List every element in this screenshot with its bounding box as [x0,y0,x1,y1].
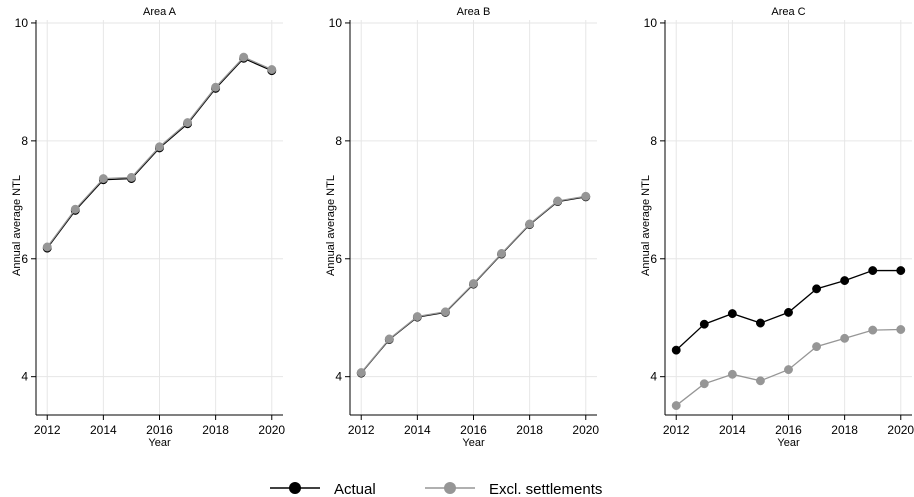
data-point-excl [239,52,249,62]
data-point-actual [727,309,737,319]
data-point-excl [671,401,681,411]
chart-panels: 4 6 8 10 2012 2014 2016 2018 2020 Area A Year Annua… [11,6,914,449]
data-point-excl [155,142,164,152]
x-tick-label: 2018 [831,423,858,437]
data-point-excl [440,307,450,317]
x-tick-label: 2016 [146,423,173,437]
data-point-excl [70,204,80,214]
x-tick-label: 2020 [887,423,914,437]
data-point-excl [784,365,793,375]
data-point-excl [183,118,193,128]
data-point-excl [812,342,822,352]
data-point-excl [267,65,277,74]
x-tick-label: 2012 [663,423,690,437]
y-tick-label: 4 [650,370,657,384]
y-tick-label: 10 [329,16,343,30]
panel-1: 4 6 8 10 2012 2014 2016 2018 2020 Area A Year Annua… [11,6,285,449]
x-tick-label: 2018 [202,423,229,437]
data-point-excl [497,249,507,258]
x-tick-label: 2012 [34,423,61,437]
y-axis-label: Annual average NTL [325,175,337,276]
chart-legend: Actual Excl. settlements [270,481,602,497]
y-axis-label: Annual average NTL [640,175,652,276]
data-point-actual [671,345,681,355]
data-point-excl [211,82,221,92]
data-point-excl [42,242,52,252]
x-tick-label: 2014 [719,423,746,437]
data-point-excl [553,196,563,206]
data-point-excl [581,191,591,201]
x-tick-label: 2014 [404,423,431,437]
data-point-excl [126,172,136,182]
data-point-actual [699,319,709,329]
data-point-actual [755,318,765,328]
data-point-excl [525,219,535,229]
y-tick-label: 6 [21,252,28,266]
legend-swatch-marker [444,482,456,494]
x-tick-label: 2020 [258,423,285,437]
legend-swatch-marker [289,482,301,494]
x-tick-label: 2018 [516,423,543,437]
x-tick-label: 2012 [348,423,375,437]
x-tick-label: 2016 [775,423,802,437]
data-point-actual [896,266,906,276]
x-axis-label: Year [462,437,485,449]
data-point-actual [868,266,878,276]
legend-item-actual: Actual [270,481,376,497]
panel-title: Area C [771,6,805,18]
data-point-excl [755,376,765,386]
data-point-excl [699,379,709,389]
y-tick-label: 8 [335,134,342,148]
data-point-excl [98,174,108,184]
legend-item-excl: Excl. settlements [425,481,602,497]
data-point-actual [784,307,793,317]
x-tick-label: 2020 [572,423,599,437]
y-axis-label: Annual average NTL [11,175,23,276]
y-tick-label: 6 [650,252,657,266]
y-tick-label: 10 [15,16,29,30]
data-point-excl [356,368,366,378]
panel-title: Area B [457,6,491,18]
data-point-excl [840,333,850,343]
data-point-excl [727,369,737,379]
data-point-excl [384,334,394,344]
legend-label: Excl. settlements [489,481,602,497]
panel-title: Area A [143,6,177,18]
y-tick-label: 8 [21,134,28,148]
y-tick-label: 4 [21,370,28,384]
data-point-excl [469,279,478,288]
data-point-excl [412,312,422,321]
x-tick-label: 2016 [460,423,487,437]
panel-3: 4 6 8 10 2012 2014 2016 2018 2020 Area C Year Annua… [640,6,914,449]
y-tick-label: 4 [335,370,342,384]
data-point-excl [896,325,906,334]
data-point-actual [840,276,850,286]
panel-2: 4 6 8 10 2012 2014 2016 2018 2020 Area B Year Annua… [325,6,599,449]
legend-label: Actual [334,481,376,497]
y-tick-label: 8 [650,134,657,148]
x-tick-label: 2014 [90,423,117,437]
x-axis-label: Year [777,437,800,449]
y-tick-label: 6 [335,252,342,266]
y-tick-label: 10 [644,16,658,30]
data-point-actual [812,284,822,294]
x-axis-label: Year [148,437,171,449]
data-point-excl [868,325,878,335]
